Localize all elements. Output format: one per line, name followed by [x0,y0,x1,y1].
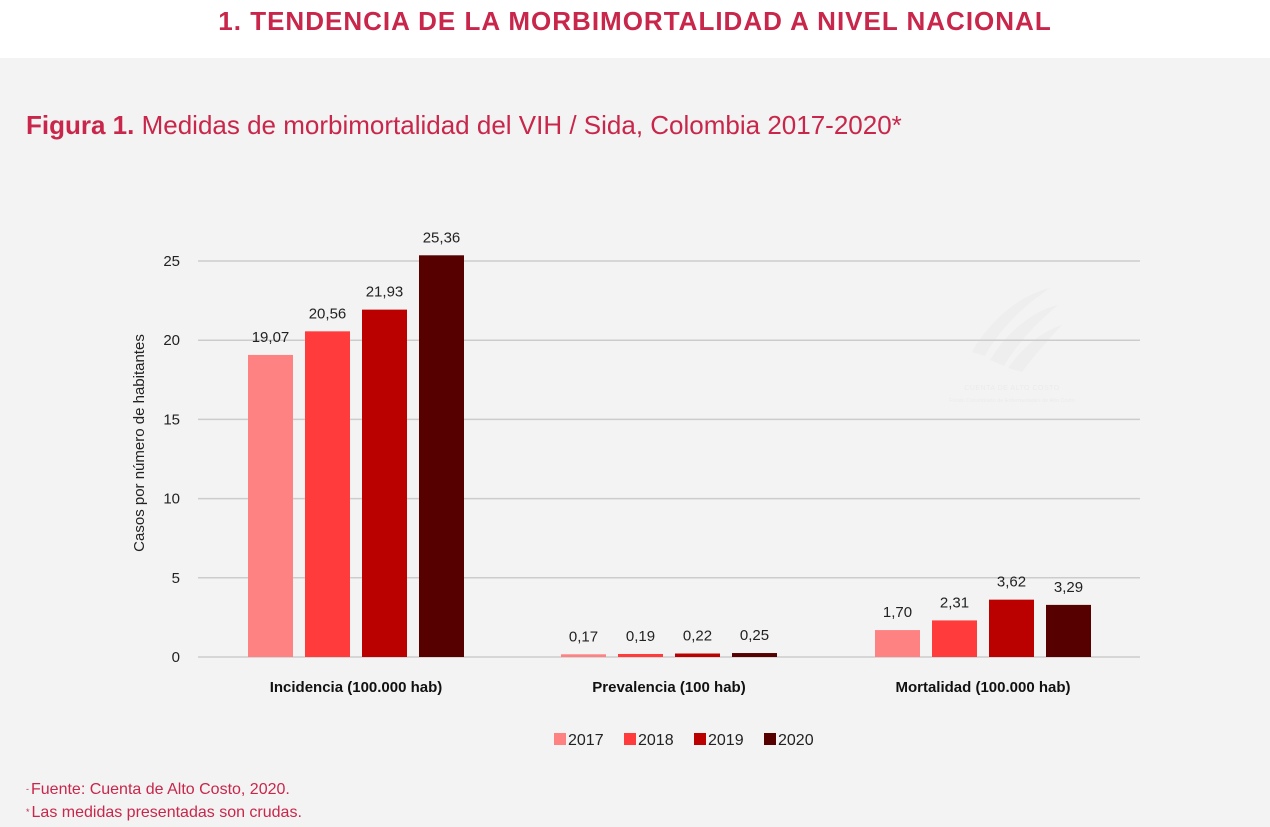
watermark-logo-mark [972,288,1050,356]
figure-panel [0,58,1270,827]
bar-2018 [618,653,663,657]
bar-2018 [932,620,977,657]
legend-label: 2019 [708,732,744,749]
footnote-source: - Fuente: Cuenta de Alto Costo, 2020. [26,778,302,801]
figure-title: Figura 1. Medidas de morbimortalidad del… [26,110,902,141]
bars [248,255,1091,657]
section-title: 1. TENDENCIA DE LA MORBIMORTALIDAD A NIV… [218,6,1052,36]
footnote-note: * Las medidas presentadas son crudas. [26,801,302,824]
footnotes: - Fuente: Cuenta de Alto Costo, 2020. * La… [26,778,302,824]
bar-value-label: 0,22 [683,628,712,645]
bar-2017 [561,654,606,657]
bar-2019 [362,309,407,657]
x-axis: Incidencia (100.000 hab) Prevalencia (100… [270,679,1071,696]
x-category-label: Incidencia (100.000 hab) [270,679,443,696]
watermark-logo-mark [1008,325,1062,372]
watermark-name: CUENTA DE ALTO COSTO [964,385,1060,392]
bar-2017 [248,354,293,657]
legend: 2017 2018 2019 2020 [554,732,814,749]
bar-value-label: 0,19 [626,628,655,645]
x-category-label: Prevalencia (100 hab) [592,679,745,696]
bar-2020 [1046,604,1091,657]
figure-caption: Medidas de morbimortalidad del VIH / Sid… [141,110,902,140]
watermark-logo: CUENTA DE ALTO COSTO Fondo Colombiano de… [949,288,1075,404]
footnote-note-mark: * [26,807,30,817]
bar-2017 [875,630,920,657]
legend-swatch-2018 [624,733,636,745]
legend-label: 2017 [568,732,604,749]
footnote-source-mark: - [26,784,29,794]
bar-value-label: 3,62 [997,574,1026,591]
bar-value-label: 3,29 [1054,579,1083,596]
y-tick-label: 5 [172,570,180,587]
bar-value-label: 20,56 [309,305,347,322]
x-category-label: Mortalidad (100.000 hab) [895,679,1070,696]
bar-2019 [989,599,1034,657]
data-labels: 19,07 20,56 21,93 25,36 0,17 0,19 0,22 0,25 1,70… [252,229,1083,645]
legend-label: 2018 [638,732,674,749]
bar-value-label: 25,36 [423,229,461,246]
bar-value-label: 1,70 [883,604,912,621]
y-tick-label: 10 [163,491,180,508]
bar-2018 [305,331,350,657]
watermark-subtitle: Fondo Colombiano de Enfermedades de Alto… [949,398,1075,404]
watermark-logo-mark [990,305,1058,366]
bar-value-label: 21,93 [366,284,404,301]
bar-2019 [675,653,720,657]
y-tick-label: 25 [163,253,180,270]
footnote-note-text: Las medidas presentadas son crudas. [31,804,302,821]
bar-value-label: 0,25 [740,627,769,644]
footnote-source-text: Fuente: Cuenta de Alto Costo, 2020. [31,781,290,798]
bar-value-label: 0,17 [569,628,598,645]
legend-swatch-2019 [694,733,706,745]
legend-swatch-2020 [764,733,776,745]
y-tick-label: 20 [163,332,180,349]
gridlines [198,260,1140,658]
section-header: 1. TENDENCIA DE LA MORBIMORTALIDAD A NIV… [0,0,1270,58]
bar-2020 [419,255,464,657]
y-tick-label: 0 [172,649,180,666]
y-axis-label: Casos por número de habitantes [131,334,148,552]
bar-2020 [732,653,777,657]
y-axis: 0 5 10 15 20 25 [163,253,180,666]
bar-value-label: 2,31 [940,594,969,611]
figure-label: Figura 1. [26,110,135,140]
y-tick-label: 15 [163,411,180,428]
bar-value-label: 19,07 [252,329,290,346]
legend-label: 2020 [778,732,814,749]
legend-swatch-2017 [554,733,566,745]
